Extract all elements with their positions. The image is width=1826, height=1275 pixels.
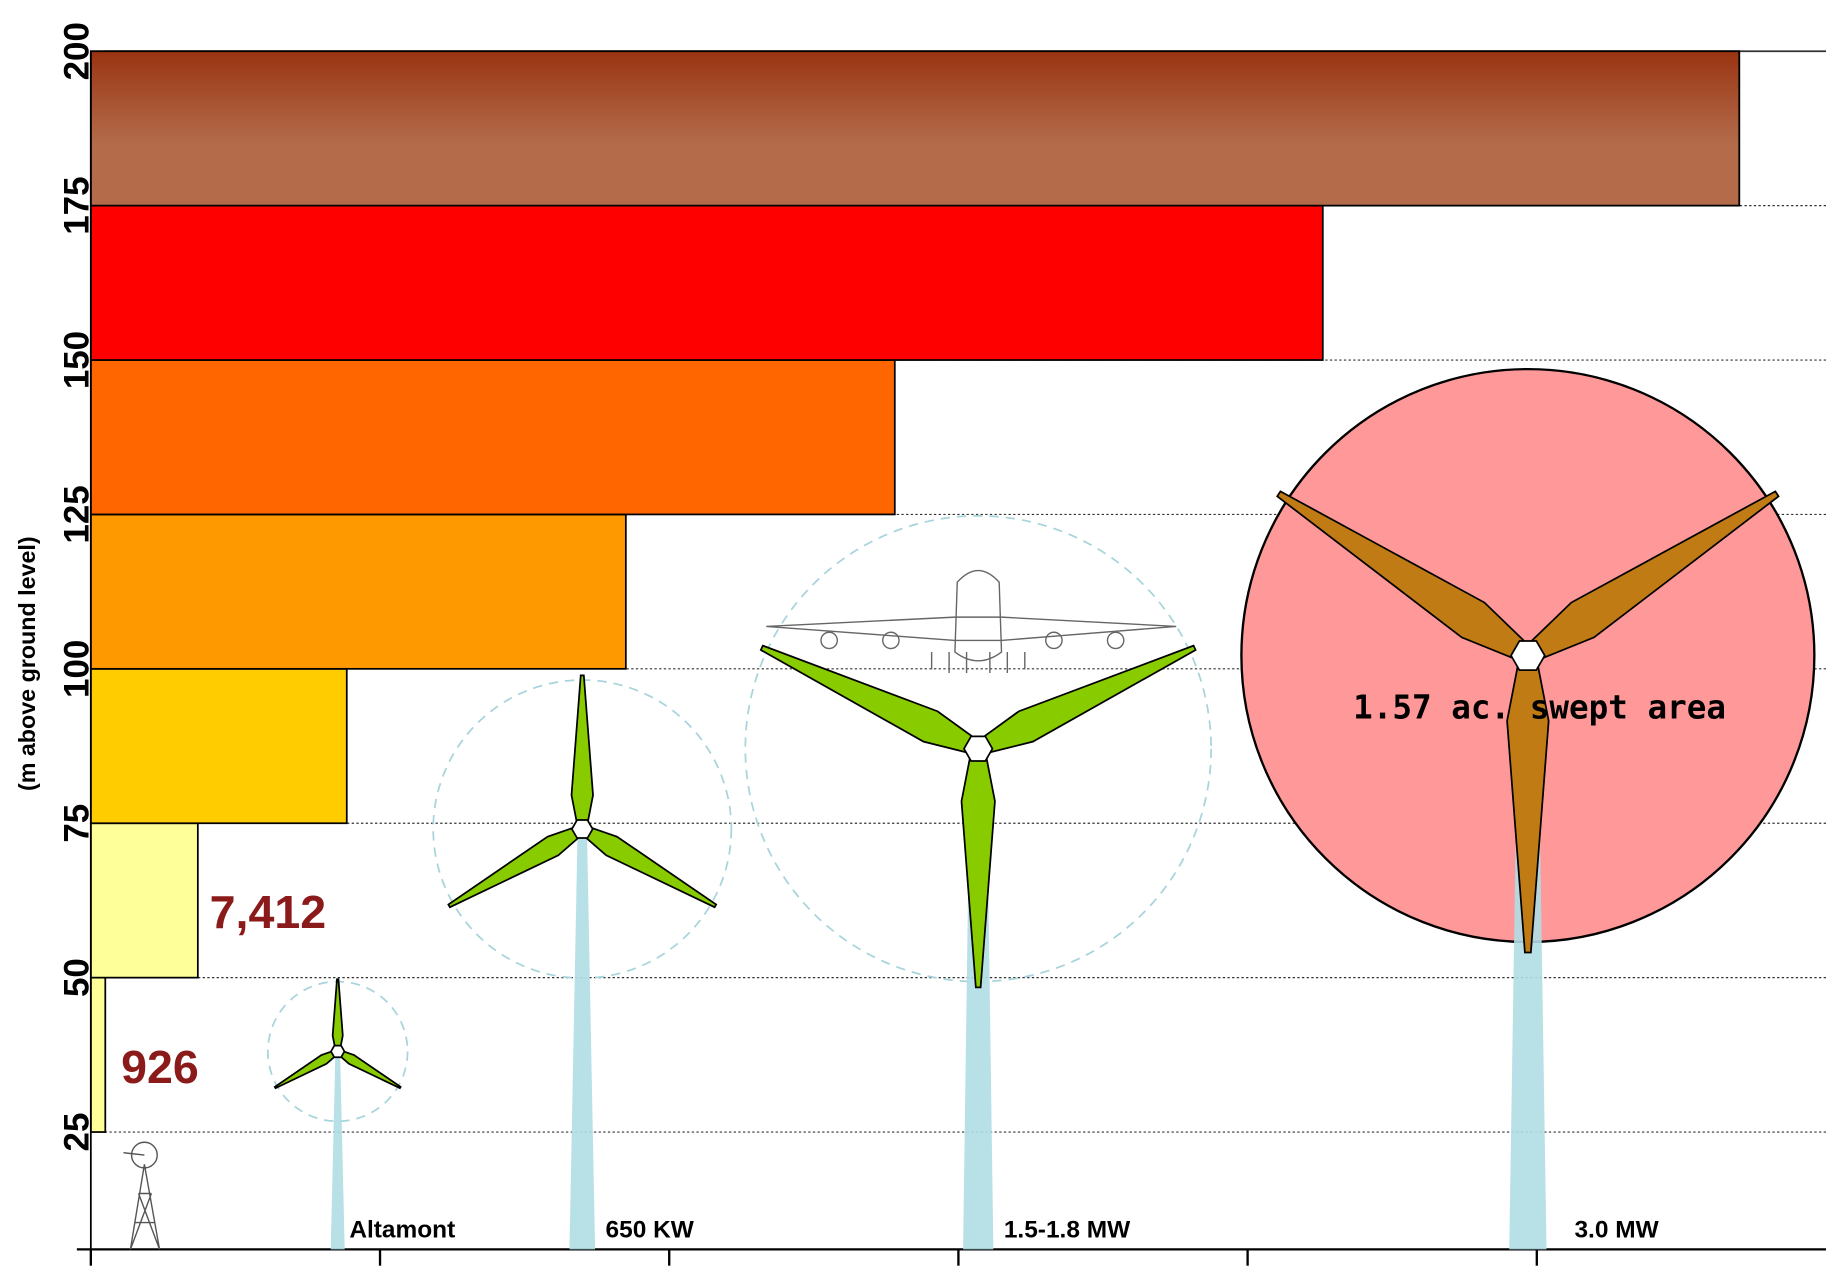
blade <box>761 646 973 753</box>
airplane-engine <box>821 632 837 648</box>
airplane-wing <box>766 617 1176 640</box>
blade <box>962 758 995 987</box>
bar <box>91 823 198 977</box>
turbine: Altamont <box>268 979 455 1249</box>
airplane-engine <box>1046 632 1062 648</box>
annotation: 926 <box>121 1041 199 1093</box>
blade <box>275 1051 337 1088</box>
airplane-body <box>955 571 1002 661</box>
turbine-label: 1.5-1.8 MW <box>1004 1217 1131 1244</box>
annotation: 1.57 ac. swept area <box>1353 688 1726 726</box>
tower <box>569 829 595 1249</box>
blade <box>983 646 1195 753</box>
hub <box>1511 641 1545 670</box>
hub <box>572 820 593 838</box>
turbine-label: 650 KW <box>606 1217 695 1244</box>
tower <box>331 1051 345 1249</box>
windmill <box>123 1142 159 1249</box>
turbine: 650 KW <box>433 675 731 1249</box>
turbine: 1.5-1.8 MW <box>745 516 1211 1250</box>
bar <box>91 978 105 1132</box>
annotation: 7,412 <box>210 886 327 938</box>
blade <box>333 979 343 1048</box>
y-axis-label: (m above ground level) <box>14 536 40 791</box>
windmill-tower <box>130 1164 159 1249</box>
hub <box>964 736 992 761</box>
airplane-engine <box>1107 632 1123 648</box>
airplane <box>766 571 1176 673</box>
hub <box>331 1046 344 1058</box>
airplane-gear <box>932 652 1025 673</box>
airplane-engine <box>883 632 899 648</box>
bar <box>91 514 626 668</box>
blade <box>585 827 716 907</box>
bar <box>91 360 895 514</box>
blade <box>448 827 579 907</box>
blade <box>339 1051 401 1088</box>
turbine-label: 3.0 MW <box>1574 1217 1659 1244</box>
bar <box>91 669 347 823</box>
bar-shading <box>91 51 1739 205</box>
blade <box>572 675 594 823</box>
turbine: 3.0 MW <box>1241 369 1814 1249</box>
chart: (m above ground level) 25507510012515017… <box>0 0 1826 1275</box>
bar <box>91 206 1323 360</box>
turbine-label: Altamont <box>349 1217 455 1244</box>
windmill-vane <box>123 1153 144 1155</box>
